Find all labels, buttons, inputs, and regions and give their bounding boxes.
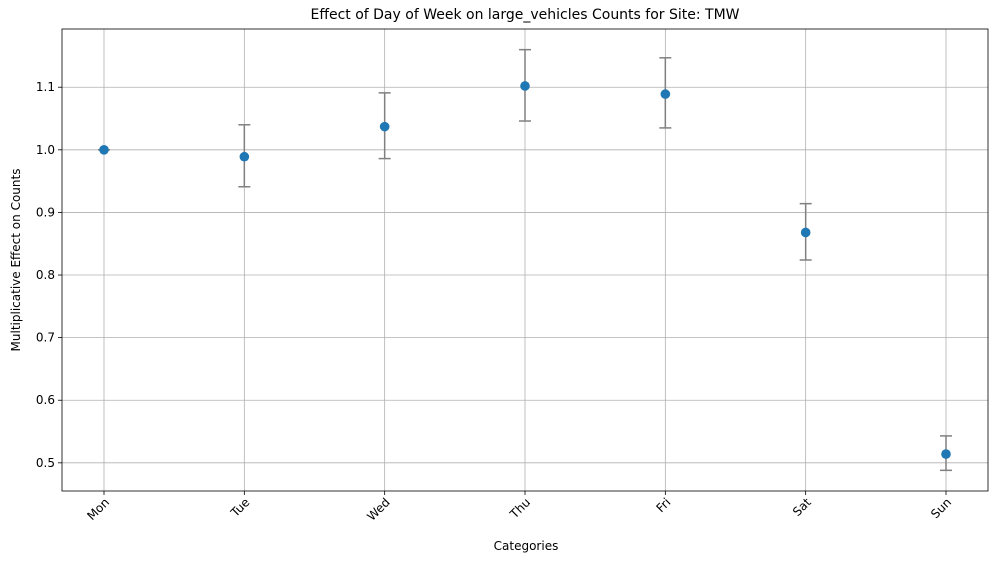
y-tick-label: 0.5 xyxy=(36,456,55,470)
y-axis-title: Multiplicative Effect on Counts xyxy=(9,169,23,352)
data-point-fri xyxy=(660,89,671,99)
x-tick-label: Sat xyxy=(790,495,814,519)
x-tick-label: Fri xyxy=(653,495,673,515)
data-point-sun xyxy=(941,449,951,459)
y-tick-label: 0.6 xyxy=(36,393,55,407)
x-axis: Mon Tue Wed Thu Fri Sat Sun xyxy=(84,491,954,524)
y-tick-label: 0.7 xyxy=(36,331,55,345)
x-tick-label: Thu xyxy=(507,495,534,522)
chart-title: Effect of Day of Week on large_vehicles … xyxy=(310,7,739,23)
y-tick-label: 1.0 xyxy=(36,143,55,157)
data-point-sat xyxy=(800,227,811,238)
x-tick-label: Sun xyxy=(928,495,954,521)
x-tick-label: Tue xyxy=(227,495,252,520)
y-tick-label: 1.1 xyxy=(36,80,55,94)
x-tick-label: Mon xyxy=(84,495,112,523)
y-tick-label: 0.8 xyxy=(36,268,55,282)
data-point-thu xyxy=(520,81,530,91)
data-point-tue xyxy=(239,151,250,162)
y-axis: 0.5 0.6 0.7 0.8 0.9 1.0 1.1 xyxy=(36,80,62,470)
data-points xyxy=(99,81,951,459)
data-point-wed xyxy=(379,121,390,132)
data-point-mon xyxy=(99,145,109,155)
y-tick-label: 0.9 xyxy=(36,205,55,219)
x-tick-label: Wed xyxy=(364,495,392,523)
x-axis-title: Categories xyxy=(494,539,559,553)
